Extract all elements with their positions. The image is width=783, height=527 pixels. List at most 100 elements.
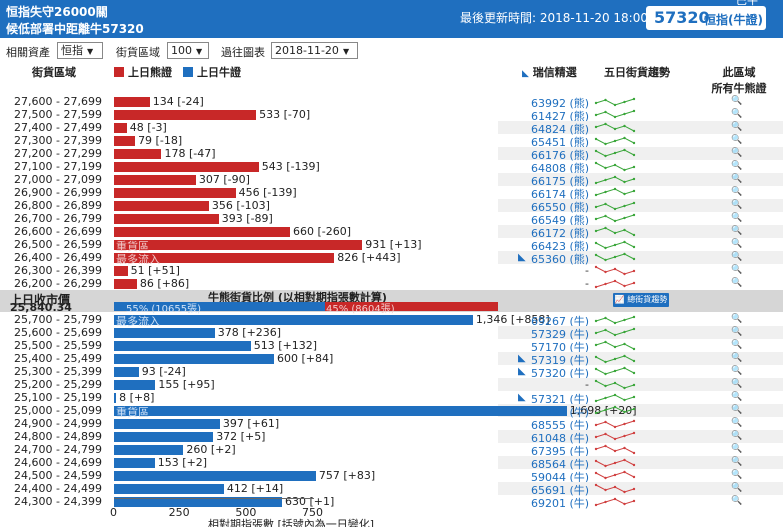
- trend-sparkline[interactable]: [594, 457, 636, 469]
- col-ubs[interactable]: ◣ 瑞信精選: [522, 64, 577, 98]
- bear-bar[interactable]: [114, 110, 257, 120]
- bear-bar[interactable]: [114, 136, 136, 146]
- search-icon[interactable]: 🔍: [731, 226, 743, 236]
- trend-sparkline[interactable]: [594, 252, 636, 264]
- bear-bar[interactable]: [114, 97, 150, 107]
- featured-warrant-name[interactable]: 恒指(牛證): [704, 13, 763, 27]
- warrant-link[interactable]: 66550 (熊): [531, 201, 590, 214]
- trend-sparkline[interactable]: [594, 148, 636, 160]
- trend-sparkline[interactable]: [594, 226, 636, 238]
- search-icon[interactable]: 🔍: [731, 200, 743, 210]
- bull-bar[interactable]: [114, 419, 220, 429]
- search-icon[interactable]: 🔍: [731, 431, 743, 441]
- warrant-link[interactable]: 67395 (牛): [531, 445, 590, 458]
- search-icon[interactable]: 🔍: [731, 161, 743, 171]
- warrant-link[interactable]: 68555 (牛): [531, 419, 590, 432]
- bull-bar[interactable]: [114, 354, 274, 364]
- warrant-link[interactable]: 61048 (牛): [531, 432, 590, 445]
- warrant-link[interactable]: 69267 (牛): [531, 315, 590, 328]
- trend-sparkline[interactable]: [594, 109, 636, 121]
- bull-bar[interactable]: [114, 458, 155, 468]
- search-icon[interactable]: 🔍: [731, 148, 743, 158]
- warrant-link[interactable]: 66176 (熊): [531, 149, 590, 162]
- bear-bar[interactable]: [114, 266, 128, 276]
- bull-bar[interactable]: [114, 315, 473, 325]
- search-icon[interactable]: 🔍: [731, 366, 743, 376]
- trend-sparkline[interactable]: [594, 483, 636, 495]
- bear-bar[interactable]: [114, 188, 236, 198]
- bear-bar[interactable]: [114, 162, 259, 172]
- warrant-link[interactable]: 68564 (牛): [531, 458, 590, 471]
- trend-sparkline[interactable]: [594, 379, 636, 391]
- trend-sparkline[interactable]: [594, 96, 636, 108]
- trend-sparkline[interactable]: [594, 161, 636, 173]
- bear-bar[interactable]: [114, 279, 137, 289]
- warrant-link[interactable]: 64808 (熊): [531, 162, 590, 175]
- warrant-link[interactable]: 57170 (牛): [531, 341, 590, 354]
- warrant-link[interactable]: 65451 (熊): [531, 136, 590, 149]
- warrant-link[interactable]: 57321 (牛): [531, 393, 590, 406]
- trend-sparkline[interactable]: [594, 353, 636, 365]
- trend-sparkline[interactable]: [594, 327, 636, 339]
- search-icon[interactable]: 🔍: [731, 496, 743, 506]
- asset-select[interactable]: 恒指 ▼: [57, 42, 103, 59]
- warrant-link[interactable]: 65691 (牛): [531, 484, 590, 497]
- search-icon[interactable]: 🔍: [731, 135, 743, 145]
- bull-bar[interactable]: [114, 328, 215, 338]
- trend-sparkline[interactable]: [594, 496, 636, 508]
- bull-bar[interactable]: [114, 406, 567, 416]
- trend-sparkline[interactable]: [594, 265, 636, 277]
- search-icon[interactable]: 🔍: [731, 444, 743, 454]
- bear-bar[interactable]: [114, 240, 363, 250]
- bear-bar[interactable]: [114, 123, 127, 133]
- warrant-link[interactable]: 66172 (熊): [531, 227, 590, 240]
- trend-sparkline[interactable]: [594, 314, 636, 326]
- trend-sparkline[interactable]: [594, 278, 636, 290]
- warrant-link[interactable]: 66423 (熊): [531, 240, 590, 253]
- warrant-link[interactable]: 69201 (牛): [531, 497, 590, 510]
- bull-bar[interactable]: [114, 380, 156, 390]
- search-icon[interactable]: 🔍: [731, 314, 743, 324]
- warrant-link[interactable]: 64824 (熊): [531, 123, 590, 136]
- trend-sparkline[interactable]: [594, 418, 636, 430]
- bull-bar[interactable]: [114, 471, 316, 481]
- trend-sparkline[interactable]: [594, 213, 636, 225]
- warrant-link[interactable]: 57329 (牛): [531, 328, 590, 341]
- bear-bar[interactable]: [114, 214, 219, 224]
- search-icon[interactable]: 🔍: [731, 109, 743, 119]
- bear-bar[interactable]: [114, 175, 196, 185]
- search-icon[interactable]: 🔍: [731, 470, 743, 480]
- bull-bar[interactable]: [114, 497, 282, 507]
- bull-bar[interactable]: [114, 432, 214, 442]
- bear-bar[interactable]: [114, 201, 209, 211]
- warrant-link[interactable]: 63992 (熊): [531, 97, 590, 110]
- bull-bar[interactable]: [114, 484, 224, 494]
- search-icon[interactable]: 🔍: [731, 379, 743, 389]
- zone-select[interactable]: 100 ▼: [167, 42, 209, 59]
- search-icon[interactable]: 🔍: [731, 239, 743, 249]
- search-icon[interactable]: 🔍: [731, 353, 743, 363]
- bear-bar[interactable]: [114, 253, 335, 263]
- search-icon[interactable]: 🔍: [731, 278, 743, 288]
- warrant-link[interactable]: 67391 (牛): [531, 406, 590, 419]
- trend-sparkline[interactable]: [594, 174, 636, 186]
- trend-sparkline[interactable]: [594, 122, 636, 134]
- search-icon[interactable]: 🔍: [731, 392, 743, 402]
- featured-warrant-box[interactable]: 57320 恒指(牛證): [646, 6, 766, 30]
- search-icon[interactable]: 🔍: [731, 483, 743, 493]
- warrant-link[interactable]: 66174 (熊): [531, 188, 590, 201]
- trend-sparkline[interactable]: [594, 405, 636, 417]
- search-icon[interactable]: 🔍: [731, 340, 743, 350]
- trend-sparkline[interactable]: [594, 200, 636, 212]
- search-icon[interactable]: 🔍: [731, 96, 743, 106]
- search-icon[interactable]: 🔍: [731, 418, 743, 428]
- trend-sparkline[interactable]: [594, 366, 636, 378]
- trend-sparkline[interactable]: [594, 135, 636, 147]
- search-icon[interactable]: 🔍: [731, 265, 743, 275]
- warrant-link[interactable]: 61427 (熊): [531, 110, 590, 123]
- trend-sparkline[interactable]: [594, 444, 636, 456]
- trend-sparkline[interactable]: [594, 392, 636, 404]
- warrant-link[interactable]: 66549 (熊): [531, 214, 590, 227]
- search-icon[interactable]: 🔍: [731, 122, 743, 132]
- warrant-link[interactable]: 57319 (牛): [531, 354, 590, 367]
